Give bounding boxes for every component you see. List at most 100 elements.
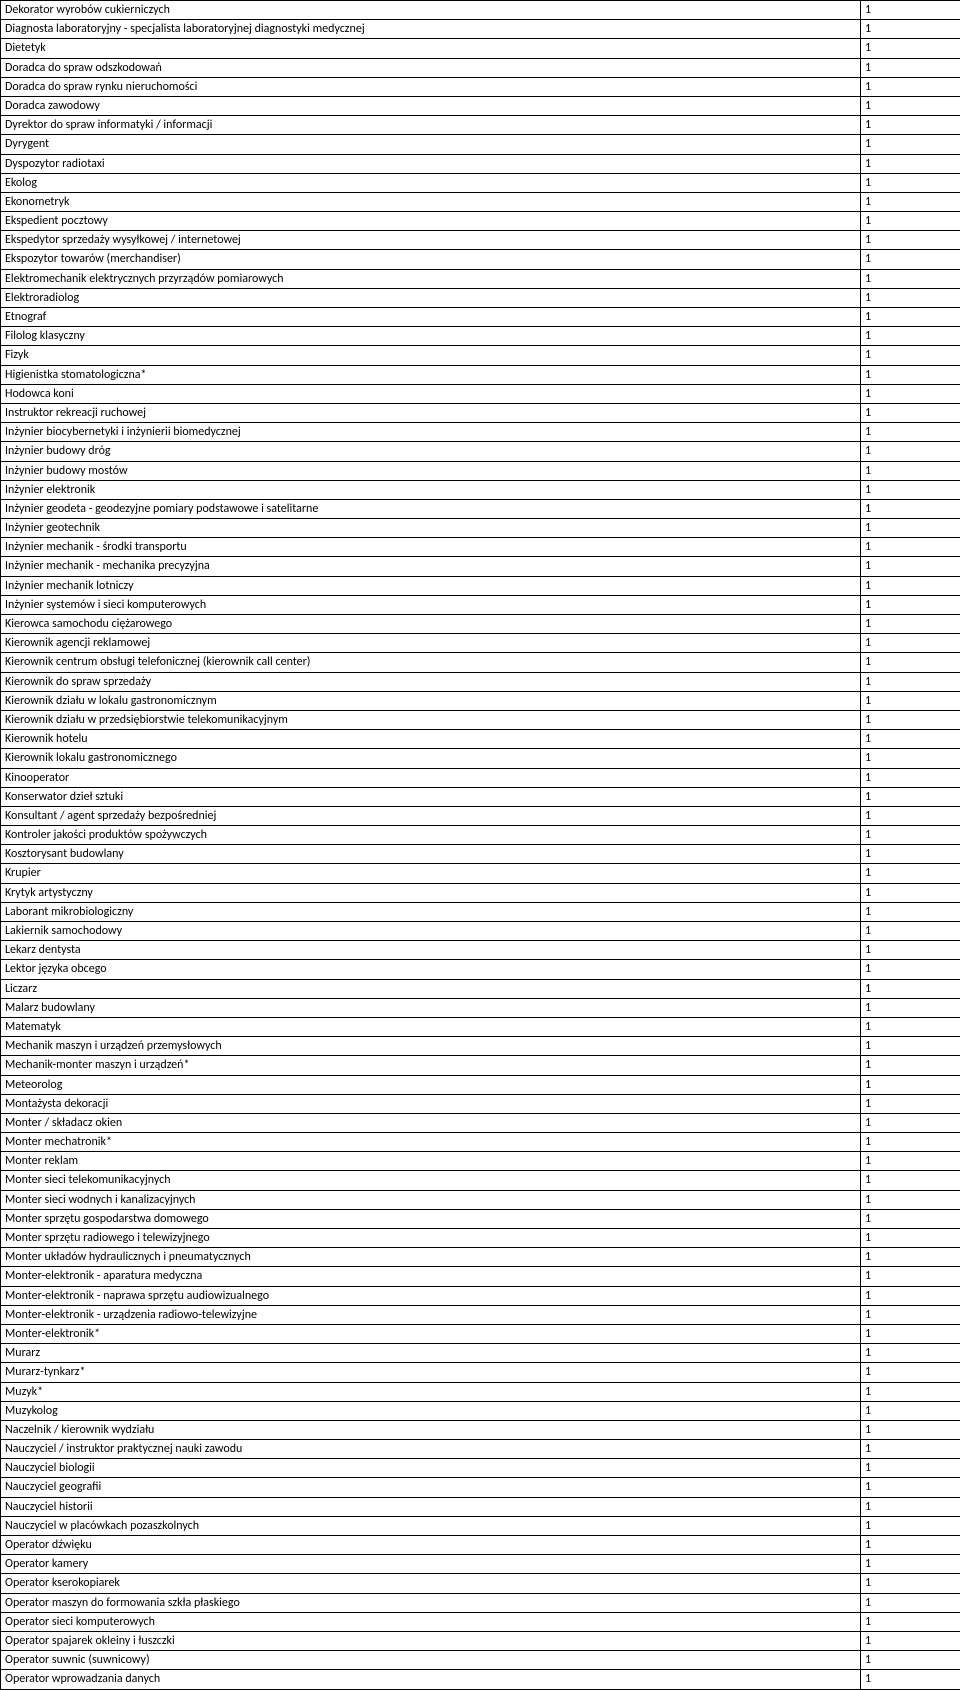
occupation-count: 1 <box>861 595 960 614</box>
table-row: Krupier1 <box>1 864 960 883</box>
occupation-count: 1 <box>861 423 960 442</box>
occupation-count: 1 <box>861 1286 960 1305</box>
table-row: Operator dźwięku1 <box>1 1536 960 1555</box>
occupation-name: Liczarz <box>1 979 861 998</box>
occupation-name: Operator kserokopiarek <box>1 1574 861 1593</box>
occupation-name: Monter reklam <box>1 1152 861 1171</box>
occupation-name: Lekarz dentysta <box>1 941 861 960</box>
table-row: Mechanik-monter maszyn i urządzeń*1 <box>1 1056 960 1075</box>
occupation-count: 1 <box>861 1593 960 1612</box>
table-row: Laborant mikrobiologiczny1 <box>1 902 960 921</box>
table-row: Lekarz dentysta1 <box>1 941 960 960</box>
occupation-count: 1 <box>861 1401 960 1420</box>
occupation-name: Monter-elektronik - urządzenia radiowo-t… <box>1 1305 861 1324</box>
table-row: Inżynier biocybernetyki i inżynierii bio… <box>1 423 960 442</box>
occupation-name: Inżynier budowy dróg <box>1 442 861 461</box>
table-row: Kierownik agencji reklamowej1 <box>1 634 960 653</box>
occupation-count: 1 <box>861 346 960 365</box>
occupation-name: Monter-elektronik* <box>1 1324 861 1343</box>
occupation-name: Filolog klasyczny <box>1 327 861 346</box>
table-row: Kierownik hotelu1 <box>1 730 960 749</box>
table-row: Malarz budowlany1 <box>1 998 960 1017</box>
occupation-name: Mechanik maszyn i urządzeń przemysłowych <box>1 1037 861 1056</box>
table-row: Operator spajarek okleiny i łuszczki1 <box>1 1631 960 1650</box>
occupation-name: Elektroradiolog <box>1 288 861 307</box>
occupation-count: 1 <box>861 845 960 864</box>
occupation-name: Nauczyciel historii <box>1 1497 861 1516</box>
table-row: Operator suwnic (suwnicowy)1 <box>1 1651 960 1670</box>
table-row: Konserwator dzieł sztuki1 <box>1 787 960 806</box>
table-row: Monter-elektronik*1 <box>1 1324 960 1343</box>
occupation-count: 1 <box>861 1190 960 1209</box>
occupation-name: Dekorator wyrobów cukierniczych <box>1 1 861 20</box>
occupation-count: 1 <box>861 768 960 787</box>
table-row: Kierownik działu w przedsiębiorstwie tel… <box>1 710 960 729</box>
table-row: Konsultant / agent sprzedaży bezpośredni… <box>1 806 960 825</box>
occupation-count: 1 <box>861 96 960 115</box>
occupation-name: Nauczyciel / instruktor praktycznej nauk… <box>1 1440 861 1459</box>
occupation-name: Dietetyk <box>1 39 861 58</box>
table-row: Mechanik maszyn i urządzeń przemysłowych… <box>1 1037 960 1056</box>
occupation-count: 1 <box>861 250 960 269</box>
occupation-name: Lektor języka obcego <box>1 960 861 979</box>
table-row: Murarz1 <box>1 1344 960 1363</box>
table-row: Ekspedytor sprzedaży wysyłkowej / intern… <box>1 231 960 250</box>
occupation-name: Monter mechatronik* <box>1 1133 861 1152</box>
occupation-name: Matematyk <box>1 1017 861 1036</box>
table-row: Operator sieci komputerowych1 <box>1 1612 960 1631</box>
table-row: Muzykolog1 <box>1 1401 960 1420</box>
table-row: Ekspedient pocztowy1 <box>1 212 960 231</box>
occupation-name: Inżynier biocybernetyki i inżynierii bio… <box>1 423 861 442</box>
table-row: Murarz-tynkarz*1 <box>1 1363 960 1382</box>
occupation-count: 1 <box>861 269 960 288</box>
table-row: Inżynier mechanik lotniczy1 <box>1 576 960 595</box>
table-row: Doradca do spraw odszkodowań1 <box>1 58 960 77</box>
occupation-count: 1 <box>861 1363 960 1382</box>
occupation-count: 1 <box>861 710 960 729</box>
table-row: Monter / składacz okien1 <box>1 1113 960 1132</box>
occupation-name: Monter-elektronik - aparatura medyczna <box>1 1267 861 1286</box>
occupation-count: 1 <box>861 519 960 538</box>
table-row: Dyspozytor radiotaxi1 <box>1 154 960 173</box>
occupation-count: 1 <box>861 902 960 921</box>
occupation-count: 1 <box>861 365 960 384</box>
occupation-name: Ekonometryk <box>1 192 861 211</box>
occupation-name: Doradca zawodowy <box>1 96 861 115</box>
occupation-name: Ekspedytor sprzedaży wysyłkowej / intern… <box>1 231 861 250</box>
occupation-name: Kierowca samochodu ciężarowego <box>1 615 861 634</box>
table-row: Nauczyciel w placówkach pozaszkolnych1 <box>1 1516 960 1535</box>
table-row: Lakiernik samochodowy1 <box>1 922 960 941</box>
occupation-count: 1 <box>861 173 960 192</box>
occupation-count: 1 <box>861 154 960 173</box>
occupation-name: Krupier <box>1 864 861 883</box>
occupation-count: 1 <box>861 787 960 806</box>
occupation-count: 1 <box>861 1229 960 1248</box>
table-row: Matematyk1 <box>1 1017 960 1036</box>
occupation-name: Nauczyciel biologii <box>1 1459 861 1478</box>
occupation-name: Malarz budowlany <box>1 998 861 1017</box>
occupation-count: 1 <box>861 749 960 768</box>
table-row: Monter-elektronik - naprawa sprzętu audi… <box>1 1286 960 1305</box>
table-row: Hodowca koni1 <box>1 384 960 403</box>
occupation-count: 1 <box>861 557 960 576</box>
occupation-count: 1 <box>861 1305 960 1324</box>
occupation-count: 1 <box>861 1094 960 1113</box>
occupation-name: Operator kamery <box>1 1555 861 1574</box>
occupation-name: Murarz-tynkarz* <box>1 1363 861 1382</box>
occupation-count: 1 <box>861 922 960 941</box>
table-row: Kinooperator1 <box>1 768 960 787</box>
occupation-name: Mechanik-monter maszyn i urządzeń* <box>1 1056 861 1075</box>
occupation-count: 1 <box>861 1017 960 1036</box>
occupation-count: 1 <box>861 998 960 1017</box>
table-row: Nauczyciel / instruktor praktycznej nauk… <box>1 1440 960 1459</box>
occupation-name: Nauczyciel w placówkach pozaszkolnych <box>1 1516 861 1535</box>
occupation-name: Monter-elektronik - naprawa sprzętu audi… <box>1 1286 861 1305</box>
occupation-count: 1 <box>861 634 960 653</box>
occupation-name: Operator spajarek okleiny i łuszczki <box>1 1631 861 1650</box>
occupation-name: Inżynier geodeta - geodezyjne pomiary po… <box>1 499 861 518</box>
table-row: Muzyk*1 <box>1 1382 960 1401</box>
occupation-count: 1 <box>861 672 960 691</box>
occupation-name: Kierownik hotelu <box>1 730 861 749</box>
occupation-count: 1 <box>861 864 960 883</box>
occupation-count: 1 <box>861 192 960 211</box>
